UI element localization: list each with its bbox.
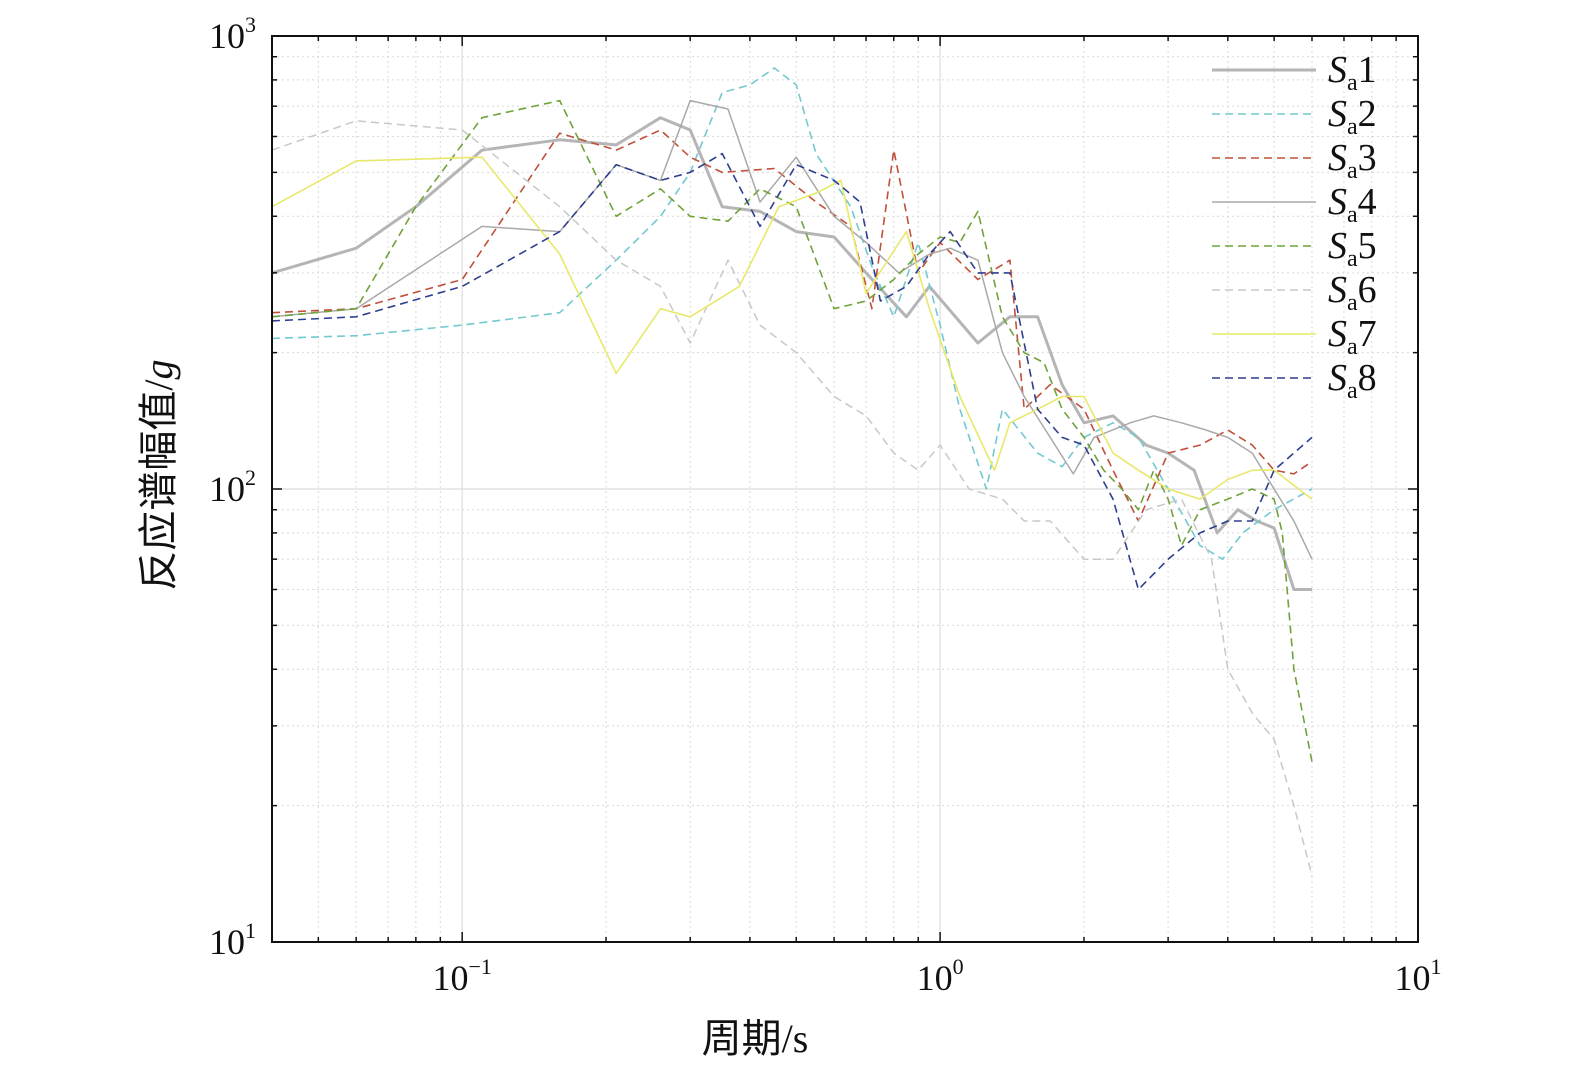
legend-item-2: Sa2 — [1212, 93, 1377, 140]
series-group — [271, 67, 1313, 876]
series-line-5 — [271, 99, 1313, 762]
y-tick-label: 101 — [209, 918, 256, 962]
x-tick-label: 100 — [917, 954, 964, 998]
legend-item-4: Sa4 — [1212, 181, 1377, 228]
legend-item-6: Sa6 — [1212, 269, 1377, 316]
legend-label-7: Sa7 — [1328, 313, 1377, 360]
legend-label-6: Sa6 — [1328, 269, 1377, 316]
x-axis-label: 周期/s — [702, 1016, 809, 1061]
legend-label-1: Sa1 — [1328, 49, 1377, 96]
series-line-8 — [271, 152, 1313, 591]
legend-label-8: Sa8 — [1328, 357, 1377, 404]
y-tick-label: 102 — [209, 465, 256, 509]
legend-label-5: Sa5 — [1328, 225, 1377, 272]
y-axis-label: 反应谱幅值/g — [136, 359, 181, 590]
legend-item-3: Sa3 — [1212, 137, 1377, 184]
axis-ticks — [271, 35, 1419, 943]
y-tick-label: 103 — [209, 12, 256, 56]
x-tick-label: 10−1 — [432, 954, 491, 998]
grid-lines — [272, 36, 1418, 942]
legend-item-7: Sa7 — [1212, 313, 1377, 360]
legend-item-5: Sa5 — [1212, 225, 1377, 272]
series-line-6 — [271, 120, 1313, 876]
series-line-7 — [271, 156, 1313, 500]
legend-label-2: Sa2 — [1328, 93, 1377, 140]
x-tick-label: 101 — [1395, 954, 1442, 998]
series-line-1 — [271, 116, 1312, 591]
legend-item-1: Sa1 — [1212, 49, 1377, 96]
legend-item-8: Sa8 — [1212, 357, 1377, 404]
legend-label-3: Sa3 — [1328, 137, 1377, 184]
legend-label-4: Sa4 — [1328, 181, 1377, 228]
